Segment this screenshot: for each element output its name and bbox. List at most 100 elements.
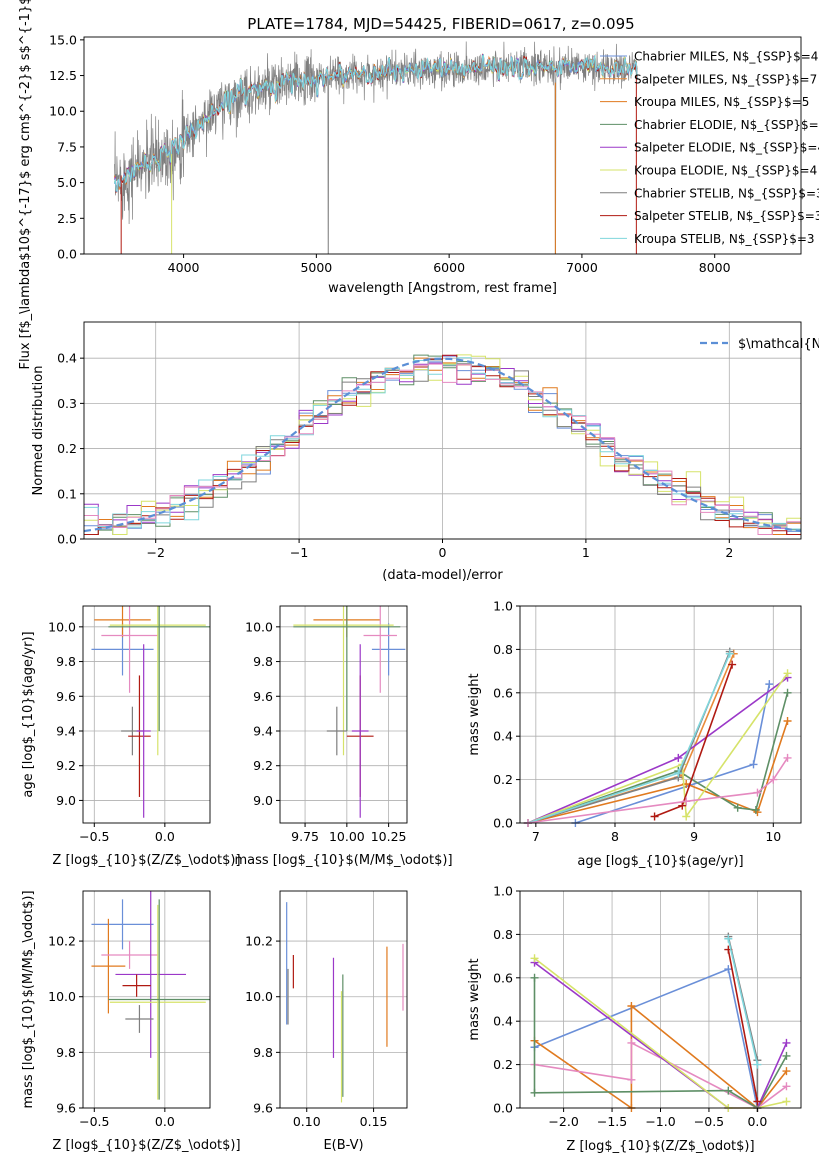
y-tick-label: 0.0 — [493, 816, 513, 831]
error-bars — [91, 606, 210, 818]
weight-marker — [682, 797, 691, 806]
x-tick-label: 9 — [690, 829, 698, 844]
weight-line — [727, 938, 759, 1065]
x-tick-label: −0.5 — [694, 1114, 724, 1129]
weight-line — [527, 692, 789, 824]
legend-entry: Kroupa MILES, N$_{SSP}$=5 — [634, 95, 809, 109]
y-tick-label: 15.0 — [49, 32, 77, 47]
y-tick-label: 0.3 — [57, 396, 77, 411]
x-tick-label: 10 — [765, 829, 781, 844]
x-tick-label: 2 — [725, 545, 733, 560]
weight-marker — [782, 1067, 791, 1076]
y-tick-label: 0.8 — [493, 927, 513, 942]
y-tick-label: 9.2 — [253, 758, 273, 773]
x-axis-label: Z [log$_{10}$(Z/Z$_\odot$)] — [52, 1138, 240, 1153]
legend-entry: $\mathcal{N}(0,1)$ — [738, 337, 819, 352]
weight-marker — [769, 775, 778, 784]
y-tick-label: 9.2 — [56, 758, 76, 773]
weight-marker — [783, 669, 792, 678]
y-tick-label: 9.6 — [253, 689, 273, 704]
y-tick-label: 0.0 — [57, 532, 77, 547]
x-tick-label: −1 — [290, 545, 308, 560]
residuals-axes: −2 −1 0 1 2 0.0 0.1 0.2 0.3 0.4 $\mathcal{N}(0,1)$ — [57, 321, 819, 560]
y-axis-label: age [log$_{10}$(age/yr)] — [21, 631, 36, 797]
weight-marker — [733, 803, 742, 812]
y-tick-label: 9.4 — [56, 723, 76, 738]
weight-lines — [523, 647, 792, 827]
y-tick-label: 9.8 — [253, 1045, 273, 1060]
spectrum-axes: 4000 5000 6000 7000 8000 0.0 2.5 5.0 7.5 10.0 12.5… — [49, 32, 819, 275]
y-tick-label: 9.8 — [56, 1045, 76, 1060]
y-tick-label: 0.4 — [493, 1014, 513, 1029]
y-tick-label: 9.8 — [56, 654, 76, 669]
y-tick-label: 9.0 — [56, 793, 76, 808]
x-tick-label: 8 — [611, 829, 619, 844]
weight-marker — [674, 769, 683, 778]
weight-line — [527, 672, 789, 824]
x-tick-label: 0 — [439, 545, 447, 560]
x-tick-label: 1 — [582, 545, 590, 560]
weight-line — [534, 968, 759, 1109]
y-tick-label: 9.0 — [253, 793, 273, 808]
x-tick-label: 7 — [532, 829, 540, 844]
weight-marker — [627, 1002, 636, 1011]
weight-Z-axes: −2.0 −1.5 −1.0 −0.5 0.0 0.0 0.2 0.4 0.6 0.8 1.0 — [493, 884, 802, 1129]
histogram-step — [84, 354, 801, 535]
x-axis-label: E(B-V) — [323, 1138, 363, 1153]
x-tick-label: 10.25 — [371, 829, 407, 844]
y-axis-label: mass [log$_{10}$(M/M$_\odot$)] — [21, 890, 36, 1108]
weight-marker — [783, 753, 792, 762]
weight-marker — [728, 660, 737, 669]
axes-frame — [82, 890, 211, 1109]
y-tick-label: 0.2 — [493, 1057, 513, 1072]
weight-line — [727, 949, 759, 1102]
weight-marker — [783, 717, 792, 726]
weight-marker — [782, 1082, 791, 1091]
x-axis-label: age [log$_{10}$(age/yr)] — [577, 854, 743, 869]
x-axis-label: wavelength [Angstrom, rest frame] — [328, 281, 557, 296]
axes-frame — [279, 890, 408, 1109]
histogram-step — [84, 359, 801, 535]
y-tick-label: 0.2 — [493, 772, 513, 787]
x-tick-label: 4000 — [168, 260, 200, 275]
x-tick-label: 9.75 — [291, 829, 319, 844]
weight-marker — [530, 973, 539, 982]
y-tick-label: 10.0 — [48, 989, 76, 1004]
weight-marker — [782, 1051, 791, 1060]
figure-title: PLATE=1784, MJD=54425, FIBERID=0617, z=0… — [247, 15, 634, 33]
error-bars — [293, 606, 406, 818]
y-tick-label: 10.0 — [245, 989, 273, 1004]
x-tick-label: −1.5 — [597, 1114, 627, 1129]
x-tick-label: 0.0 — [747, 1114, 767, 1129]
axes-frame — [83, 36, 802, 255]
weight-marker — [650, 812, 659, 821]
legend-entry: Chabrier ELODIE, N$_{SSP}$=5 — [634, 118, 819, 132]
y-tick-label: 0.4 — [57, 351, 77, 366]
y-tick-label: 0.2 — [57, 441, 77, 456]
spectrum-lines — [114, 41, 638, 254]
y-tick-label: 10.2 — [48, 934, 76, 949]
weight-line — [575, 683, 771, 824]
weight-marker — [530, 954, 539, 963]
x-tick-label: 0.15 — [360, 1114, 388, 1129]
model-spectrum — [114, 53, 638, 192]
x-tick-label: 10.00 — [329, 829, 365, 844]
y-tick-label: 10.0 — [49, 104, 77, 119]
x-axis-label: Z [log$_{10}$(Z/Z$_\odot$)] — [52, 853, 240, 868]
x-tick-label: 8000 — [699, 260, 731, 275]
weight-marker — [674, 753, 683, 762]
weight-marker — [682, 812, 691, 821]
y-axis-label: mass weight — [467, 958, 482, 1040]
normal-curve — [84, 357, 801, 533]
error-bars — [91, 891, 210, 1100]
y-tick-label: 2.5 — [57, 211, 77, 226]
legend: Chabrier MILES, N$_{SSP}$=4 Salpeter MILE… — [600, 50, 819, 246]
axes-frame — [279, 605, 408, 824]
x-axis-label: Z [log$_{10}$(Z/Z$_\odot$)] — [566, 1139, 754, 1154]
y-tick-label: 1.0 — [493, 599, 513, 614]
y-tick-label: 9.6 — [56, 689, 76, 704]
legend-entry: Salpeter ELODIE, N$_{SSP}$=4 — [634, 141, 819, 155]
age-mass-axes: 9.75 10.00 10.25 9.0 9.2 9.4 9.6 9.8 10.0 — [245, 605, 408, 844]
weight-age-axes: 7 8 9 10 0.0 0.2 0.4 0.6 0.8 1.0 — [493, 599, 802, 844]
x-tick-label: −1.0 — [645, 1114, 675, 1129]
